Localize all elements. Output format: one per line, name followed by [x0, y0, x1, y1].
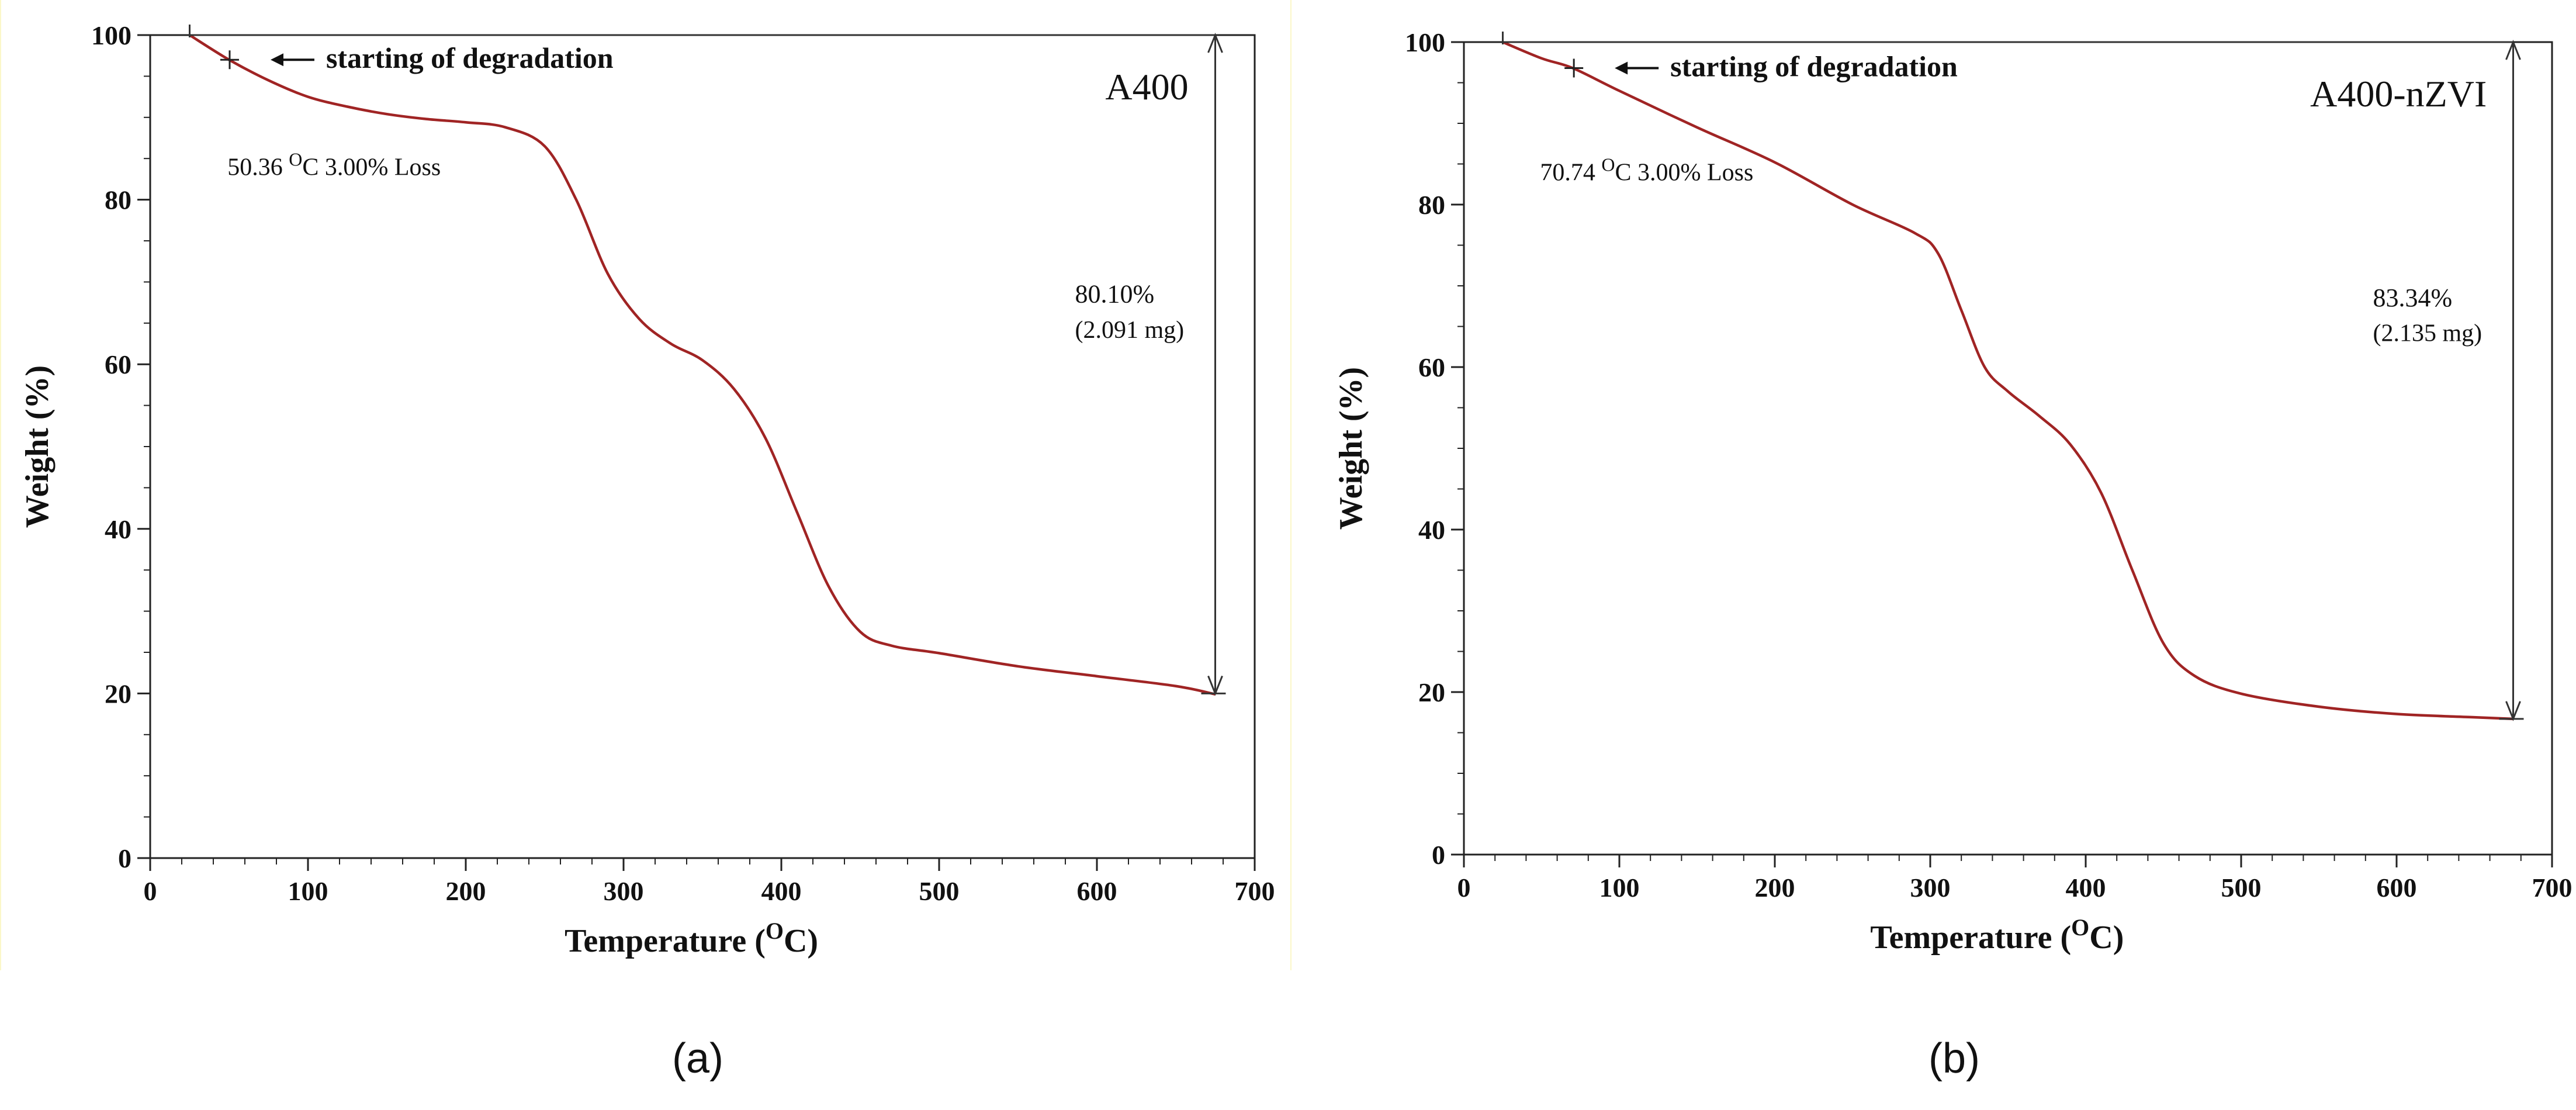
y-tick-label-b-4: 80 [1418, 190, 1445, 220]
x-tick-label-a-5: 500 [919, 876, 960, 906]
measure-arrow-top-b [2505, 39, 2521, 60]
x-axis-title-b: Temperature (OC) [1870, 914, 2124, 956]
caption-b: (b) [1928, 1035, 1980, 1082]
y-tick-label-a-5: 100 [91, 20, 131, 50]
total-loss-label-a: 80.10% [1075, 280, 1155, 309]
y-tick-label-b-3: 60 [1418, 352, 1445, 382]
onset-annotation-a: 50.36 OC 3.00% Loss [227, 148, 441, 181]
chart-panel-b: 0 20 40 60 80 100 0 100 200 300 400 500 600 700 Temper… [1321, 0, 2576, 970]
start-annotation-a: starting of degradation [326, 42, 614, 74]
total-loss-label-b: 83.34% [2373, 283, 2453, 312]
caption-a: (a) [672, 1035, 723, 1082]
x-tick-label-b-6: 600 [2377, 873, 2417, 902]
y-tick-label-a-3: 60 [105, 350, 131, 379]
y-tick-label-b-2: 40 [1418, 515, 1445, 545]
x-tick-label-a-1: 100 [288, 876, 328, 906]
y-tick-label-a-2: 40 [105, 514, 131, 544]
start-arrow-head-b [1615, 61, 1628, 75]
x-tick-label-a-0: 0 [144, 876, 157, 906]
weight-curve-a [189, 34, 1216, 696]
chart-panel-a: 0 20 40 60 80 100 0 100 200 300 400 500 600 700 Temper… [0, 0, 1292, 970]
x-axis-title-a: Temperature (OC) [565, 918, 818, 959]
start-annotation-b: starting of degradation [1670, 50, 1958, 82]
total-mass-label-b: (2.135 mg) [2373, 320, 2482, 347]
x-tick-label-b-1: 100 [1599, 873, 1640, 902]
x-tick-label-a-2: 200 [446, 876, 486, 906]
y-tick-label-b-1: 20 [1418, 677, 1445, 707]
y-tick-label-a-1: 20 [105, 679, 131, 708]
x-tick-label-b-7: 700 [2532, 873, 2572, 902]
x-tick-label-a-3: 300 [604, 876, 644, 906]
x-tick-label-a-4: 400 [761, 876, 802, 906]
y-tick-label-b-0: 0 [1432, 840, 1445, 870]
tga-chart-a: 0 20 40 60 80 100 0 100 200 300 400 500 600 700 Temper… [19, 20, 1275, 959]
x-tick-label-a-7: 700 [1235, 876, 1275, 906]
sample-label-a: A400 [1105, 66, 1188, 108]
x-tick-label-a-6: 600 [1077, 876, 1117, 906]
weight-curve-b [1502, 40, 2513, 721]
y-axis-title-b: Weight (%) [1333, 367, 1369, 530]
tga-chart-b: 0 20 40 60 80 100 0 100 200 300 400 500 600 700 Temper… [1333, 27, 2572, 956]
y-tick-label-a-4: 80 [105, 185, 131, 215]
total-mass-label-a: (2.091 mg) [1075, 317, 1185, 344]
y-axis-title-a: Weight (%) [19, 365, 56, 528]
y-tick-label-a-0: 0 [118, 843, 131, 873]
x-tick-label-b-5: 500 [2221, 873, 2262, 902]
measure-arrow-top-a [1207, 32, 1223, 53]
x-tick-label-b-2: 200 [1755, 873, 1795, 902]
sample-label-b: A400-nZVI [2310, 73, 2487, 115]
start-arrow-head-a [270, 53, 283, 67]
y-tick-label-b-5: 100 [1405, 27, 1445, 57]
x-tick-label-b-0: 0 [1457, 873, 1471, 902]
x-tick-label-b-3: 300 [1910, 873, 1951, 902]
onset-annotation-b: 70.74 OC 3.00% Loss [1540, 154, 1753, 186]
x-tick-label-b-4: 400 [2066, 873, 2106, 902]
